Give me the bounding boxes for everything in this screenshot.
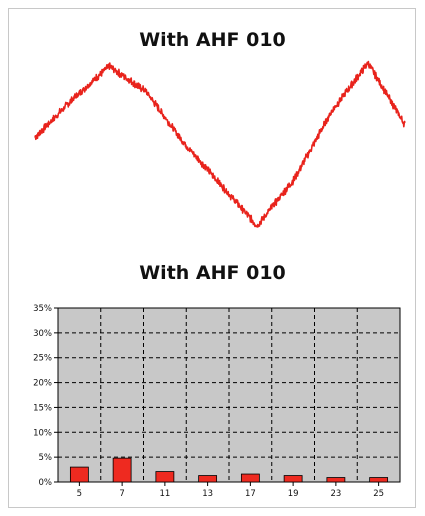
harmonic-title: With AHF 010	[139, 262, 286, 284]
x-tick-label: 13	[202, 489, 213, 499]
x-tick-label: 11	[159, 489, 170, 499]
bar-5	[69, 466, 89, 483]
bar-17	[240, 473, 260, 483]
y-tick-label: 25%	[33, 354, 52, 364]
bar-13	[198, 475, 218, 483]
bar-25	[369, 477, 389, 483]
x-tick-label: 17	[245, 489, 256, 499]
waveform-title: With AHF 010	[139, 29, 286, 51]
x-tick-label: 19	[288, 489, 299, 499]
bar-7	[112, 457, 132, 483]
x-tick-label: 25	[373, 489, 384, 499]
waveform-line	[34, 60, 406, 228]
bar-19	[283, 475, 303, 483]
y-tick-label: 15%	[33, 403, 52, 413]
y-tick-label: 10%	[33, 428, 52, 438]
y-tick-label: 5%	[39, 453, 53, 463]
bar-23	[326, 477, 346, 483]
x-tick-label: 23	[330, 489, 341, 499]
y-tick-label: 20%	[33, 379, 52, 389]
y-tick-label: 0%	[39, 478, 53, 488]
y-tick-label: 30%	[33, 329, 52, 339]
x-tick-label: 5	[77, 489, 82, 499]
bar-11	[155, 471, 175, 483]
y-tick-label: 35%	[33, 304, 52, 314]
x-tick-label: 7	[119, 489, 124, 499]
